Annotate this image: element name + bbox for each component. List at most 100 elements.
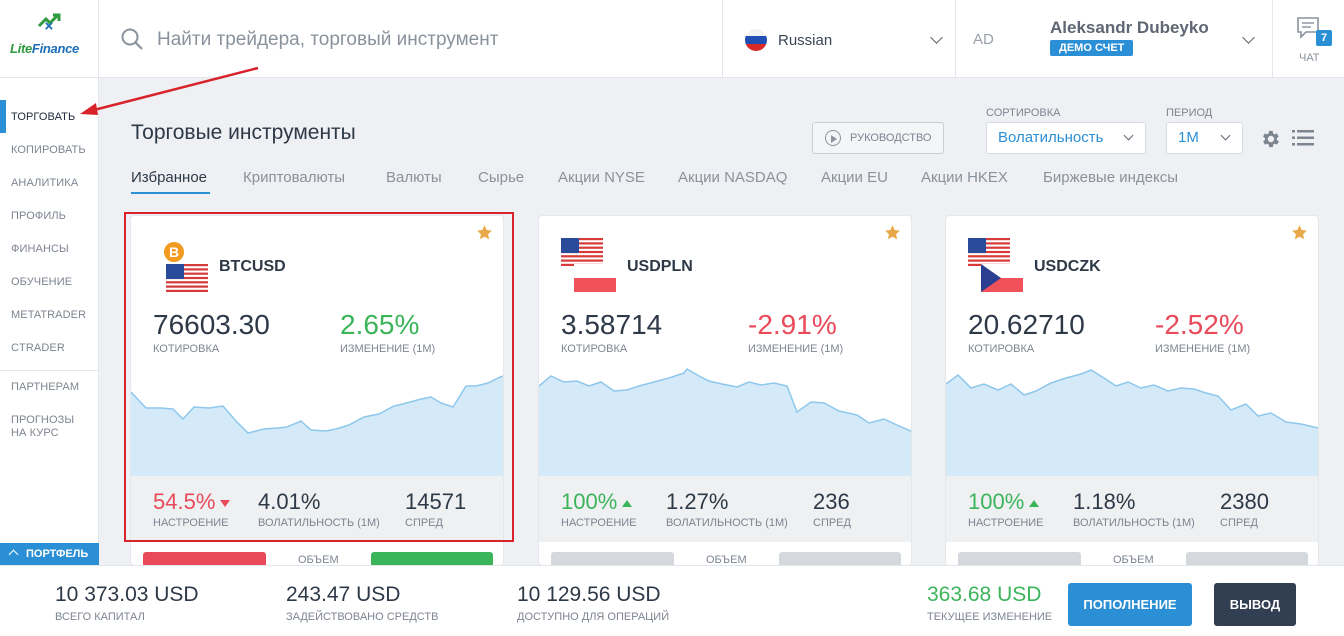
- annotation-highlight-box: [124, 212, 514, 542]
- used-funds-value: 243.47 USD: [286, 583, 401, 606]
- sentiment-value: 100%: [968, 489, 1040, 515]
- buy-button[interactable]: [1186, 552, 1308, 565]
- tab-currencies[interactable]: Валюты: [386, 169, 442, 186]
- sidebar-item-partners[interactable]: ПАРТНЕРАМ: [11, 381, 80, 393]
- quote-value: 76603.30: [153, 309, 270, 340]
- spread-label: СПРЕД: [405, 517, 443, 529]
- sell-button[interactable]: [958, 552, 1081, 565]
- available-funds-label: ДОСТУПНО ДЛЯ ОПЕРАЦИЙ: [517, 611, 670, 623]
- tab-nyse[interactable]: Акции NYSE: [558, 169, 645, 186]
- tab-eu[interactable]: Акции EU: [821, 169, 888, 186]
- favorite-star-icon[interactable]: [1291, 224, 1308, 241]
- change-value: 2.65%: [340, 309, 420, 340]
- period-label: ПЕРИОД: [1166, 107, 1213, 119]
- sentiment-value: 100%: [561, 489, 633, 515]
- sell-button[interactable]: [551, 552, 674, 565]
- volume-label: ОБЪЕМ: [298, 554, 339, 565]
- spread-value: 2380: [1220, 489, 1269, 514]
- buy-button[interactable]: [371, 552, 493, 565]
- buy-button[interactable]: [779, 552, 901, 565]
- sidebar-item-forecasts[interactable]: ПРОГНОЗЫ НА КУРС: [11, 414, 75, 439]
- withdraw-button[interactable]: ВЫВОД: [1214, 583, 1296, 626]
- current-change-label: ТЕКУЩЕЕ ИЗМЕНЕНИЕ: [927, 611, 1053, 623]
- chat-label: ЧАТ: [1299, 52, 1320, 64]
- settings-gear-icon[interactable]: [1259, 128, 1281, 150]
- tab-commodities[interactable]: Сырье: [478, 169, 525, 186]
- search-input[interactable]: [157, 26, 697, 54]
- sidebar-item-copy[interactable]: КОПИРОВАТЬ: [11, 144, 86, 156]
- instrument-card-usdpln[interactable]: USDPLN 3.58714 КОТИРОВКА -2.91% ИЗМЕНЕНИ…: [539, 216, 911, 565]
- language-selector[interactable]: Russian: [723, 0, 956, 78]
- annotation-arrow-icon: [80, 66, 259, 115]
- account-summary-bar: 10 373.03 USD ВСЕГО КАПИТАЛ 243.47 USD З…: [0, 565, 1344, 636]
- language-label: Russian: [778, 32, 833, 49]
- portfolio-toggle-button[interactable]: ПОРТФЕЛЬ: [0, 543, 99, 565]
- tab-nasdaq[interactable]: Акции NASDAQ: [678, 169, 788, 186]
- change-label: ИЗМЕНЕНИЕ (1М): [748, 343, 844, 355]
- volatility-label: ВОЛАТИЛЬНОСТЬ (1М): [258, 517, 380, 529]
- logo-mark-icon: [37, 13, 61, 30]
- volume-label: ОБЪЕМ: [1113, 554, 1154, 565]
- deposit-button[interactable]: ПОПОЛНЕНИЕ: [1068, 583, 1192, 626]
- change-label: ИЗМЕНЕНИЕ (1М): [1155, 343, 1251, 355]
- tab-indices[interactable]: Биржевые индексы: [1043, 169, 1178, 186]
- chat-icon: [1297, 17, 1319, 39]
- sentiment-label: НАСТРОЕНИЕ: [968, 517, 1044, 529]
- sort-select[interactable]: Волатильность: [986, 122, 1146, 154]
- spread-value: 236: [813, 489, 850, 514]
- spread-label: СПРЕД: [1220, 517, 1258, 529]
- chat-button[interactable]: 7 ЧАТ: [1273, 0, 1344, 78]
- instrument-card-usdczk[interactable]: USDCZK 20.62710 КОТИРОВКА -2.52% ИЗМЕНЕН…: [946, 216, 1318, 565]
- sentiment-label: НАСТРОЕНИЕ: [561, 517, 637, 529]
- guide-button[interactable]: РУКОВОДСТВО: [812, 122, 944, 154]
- sparkline-chart: [946, 369, 1318, 476]
- logo[interactable]: LiteFinance: [0, 0, 99, 78]
- sidebar-item-profile[interactable]: ПРОФИЛЬ: [11, 210, 66, 222]
- spread-label: СПРЕД: [813, 517, 851, 529]
- czech-flag-icon: [981, 264, 1023, 292]
- play-icon: [825, 130, 841, 146]
- usa-flag-icon: [166, 264, 208, 292]
- quote-label: КОТИРОВКА: [153, 343, 220, 355]
- logo-text: LiteFinance: [10, 41, 79, 56]
- sidebar-item-trade[interactable]: ТОРГОВАТЬ: [11, 111, 76, 123]
- list-view-icon[interactable]: [1292, 129, 1314, 147]
- sidebar-item-ctrader[interactable]: CTRADER: [11, 342, 65, 354]
- total-capital-value: 10 373.03 USD: [55, 583, 199, 606]
- volatility-value: 4.01%: [258, 489, 321, 514]
- quote-value: 3.58714: [561, 309, 663, 340]
- favorite-star-icon[interactable]: [884, 224, 901, 241]
- period-select[interactable]: 1M: [1166, 122, 1243, 154]
- sell-button[interactable]: [143, 552, 266, 565]
- search-icon: [121, 28, 143, 50]
- sidebar-item-metatrader[interactable]: METATRADER: [11, 309, 87, 321]
- card-stats: 100% НАСТРОЕНИЕ 1.27% ВОЛАТИЛЬНОСТЬ (1М)…: [539, 476, 911, 542]
- sparkline-chart: [539, 368, 911, 476]
- user-name: Aleksandr Dubeyko: [1050, 18, 1209, 37]
- tab-hkex[interactable]: Акции HKEX: [921, 169, 1008, 186]
- sentiment-value: 54.5%: [153, 489, 231, 515]
- instrument-card-btcusd[interactable]: B BTCUSD 76603.30 КОТИРОВКА 2.65% ИЗМЕНЕ…: [131, 216, 503, 565]
- account-type-badge: ДЕМО СЧЕТ: [1050, 40, 1134, 56]
- card-stats: 54.5% НАСТРОЕНИЕ 4.01% ВОЛАТИЛЬНОСТЬ (1М…: [131, 476, 503, 542]
- tab-favorites[interactable]: Избранное: [131, 169, 208, 186]
- active-indicator: [0, 100, 6, 133]
- chevron-up-icon: [8, 549, 19, 560]
- tab-crypto[interactable]: Криптовалюты: [243, 169, 346, 186]
- change-label: ИЗМЕНЕНИЕ (1М): [340, 343, 436, 355]
- sidebar-item-education[interactable]: ОБУЧЕНИЕ: [11, 276, 73, 288]
- user-menu[interactable]: AD Aleksandr Dubeyko ДЕМО СЧЕТ: [956, 0, 1273, 78]
- spread-value: 14571: [405, 489, 467, 514]
- search-bar: [99, 0, 723, 78]
- available-funds-value: 10 129.56 USD: [517, 583, 661, 606]
- sidebar-item-analytics[interactable]: АНАЛИТИКА: [11, 177, 79, 189]
- volatility-value: 1.27%: [666, 489, 729, 514]
- chevron-down-icon: [930, 31, 943, 44]
- sidebar-divider: [0, 370, 99, 371]
- user-initials: AD: [973, 31, 994, 48]
- quote-label: КОТИРОВКА: [561, 343, 628, 355]
- poland-flag-icon: [574, 264, 616, 292]
- usa-flag-icon: [968, 238, 1010, 266]
- sidebar-item-finance[interactable]: ФИНАНСЫ: [11, 243, 69, 255]
- favorite-star-icon[interactable]: [476, 224, 493, 241]
